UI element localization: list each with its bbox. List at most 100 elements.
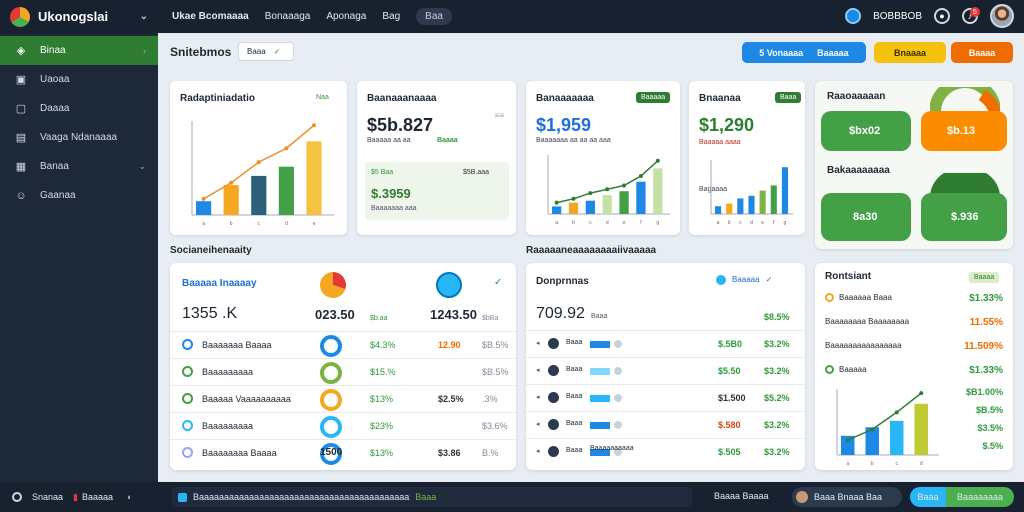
status-right: Baaaa Baaaa — [714, 491, 769, 501]
summary-card: Baaaaa Inaaaay 1355 .K ✓ 023.50 $b.aa 12… — [170, 263, 516, 470]
right-row[interactable]: Baaaaaaaa Baaaaaaaa 11.55% — [815, 313, 1013, 337]
sidebar-item-2[interactable]: ▣ Uaoaa — [0, 65, 158, 94]
tile-value: $bx02 — [849, 125, 881, 137]
row-avatar-icon — [548, 365, 559, 376]
summary-row[interactable]: Baaaaaaaaa $23% $3.6% — [170, 412, 516, 439]
table-chip[interactable]: Baaaaa ✓ — [716, 275, 772, 285]
nav-item-3[interactable]: Aponaga — [326, 11, 367, 22]
primary-button[interactable]: 5 Vonaaaa Baaaaa — [742, 42, 866, 63]
row-label: Baaaaa — [839, 365, 867, 374]
tertiary-button[interactable]: Baaaa — [951, 42, 1013, 63]
section-label-middle: Raaaaaneaaaaaaaaiivaaaaa — [526, 245, 657, 256]
summary-row[interactable]: Baaaaaaa Baaaa $4.3% 12.90 $B.5% — [170, 331, 516, 358]
bar — [653, 168, 663, 214]
table-pct: $8.5% — [764, 312, 790, 322]
nav-pill[interactable]: Baa — [416, 8, 452, 25]
title-chip[interactable]: Baaa ✓ — [238, 42, 294, 61]
sidebar-item-5[interactable]: ▦ Banaa ⌄ — [0, 152, 158, 181]
section-label-left: Socianeihenaaity — [170, 245, 252, 256]
right-row[interactable]: Baaaaaaaaaaaaaaaa 11.509% — [815, 337, 1013, 361]
row-bar — [590, 449, 610, 456]
avatar[interactable] — [990, 4, 1014, 28]
sidebar-item-label: Binaa — [40, 45, 66, 56]
moon-icon[interactable]: ◐ — [127, 492, 133, 502]
menu-icon[interactable]: ≡≡ — [494, 111, 504, 120]
table-unit: Baaa — [591, 313, 608, 320]
brand[interactable]: Ukonogslai ⌄ — [0, 6, 158, 27]
sidebar-item-1[interactable]: ◈ Binaa › — [0, 36, 158, 65]
row-col-1: $.505 — [718, 447, 741, 457]
bar — [585, 200, 595, 214]
nav-item-4[interactable]: Bag — [382, 11, 401, 22]
bottom-button-2[interactable]: Baaaaaaaa — [946, 487, 1014, 507]
user-chip[interactable]: Baaa Bnaaa Baa — [792, 487, 902, 507]
row-dot-icon — [614, 448, 622, 456]
nav-item-1[interactable]: Ukae Bcomaaaa — [172, 11, 249, 22]
bottom-button-1[interactable]: Baaa — [910, 487, 946, 507]
panel-tag: $5 Baa — [371, 169, 394, 176]
tick-label: c — [589, 220, 592, 226]
bar — [726, 203, 733, 214]
page-title: Snitebmos — [170, 45, 232, 59]
bar — [770, 185, 777, 214]
sidebar-item-label: Gaanaa — [40, 190, 76, 201]
tick-label: a — [717, 220, 720, 226]
row-dot-icon — [614, 421, 622, 429]
sidebar-item-3[interactable]: ▢ Daaaa — [0, 94, 158, 123]
row-icon — [825, 365, 834, 374]
summary-row[interactable]: Baaaaaaaaa $15.% $B.5% — [170, 358, 516, 385]
row-col-2: $3.2% — [764, 420, 790, 430]
right-row[interactable]: Baaaaaa Baaa $1.33% — [815, 289, 1013, 313]
arrow-icon: ◂ — [536, 421, 540, 428]
tile-3[interactable]: 8a30 — [821, 193, 911, 241]
row-label: Baaaaaaaa Baaaa — [202, 448, 277, 458]
top-bar: Ukonogslai ⌄ Ukae Bcomaaaa Bonaaaga Apon… — [0, 0, 1024, 33]
nav-item-2[interactable]: Bonaaaga — [264, 11, 311, 22]
chevron-down-icon[interactable]: ⌄ — [139, 11, 148, 22]
toggle-icon[interactable] — [12, 492, 22, 502]
table-row[interactable]: ◂ Baaa $.5B0 $3.2% — [526, 330, 805, 357]
row-col-1: $4.3% — [370, 340, 396, 350]
series-point — [256, 160, 261, 165]
row-dot-icon — [614, 367, 622, 375]
tile-4[interactable]: $.936 — [921, 193, 1007, 241]
sidebar-item-4[interactable]: ▤ Vaaga Ndanaaaa — [0, 123, 158, 152]
sidebar-item-6[interactable]: ☺ Gaanaa — [0, 181, 158, 210]
row-icon — [825, 293, 834, 302]
tick-label: a — [202, 221, 205, 227]
document-icon: ▣ — [15, 74, 27, 86]
series-point — [638, 174, 643, 178]
account-label[interactable]: BOBBBOB — [873, 10, 922, 22]
settings-icon[interactable]: ● — [934, 8, 950, 24]
tick-label: d — [285, 221, 288, 227]
bell-icon[interactable]: ♪ 5 — [962, 7, 980, 24]
table-row[interactable]: ◂ Baaa $.505 $3.2% Baaaaaaaaaa — [526, 438, 805, 465]
table-row[interactable]: ◂ Baaa $.580 $3.2% — [526, 411, 805, 438]
summary-rows: Baaaaaaa Baaaa $4.3% 12.90 $B.5% Baaaaaaaaa $… — [170, 331, 516, 466]
right-row[interactable]: Baaaaa $1.33% — [815, 361, 1013, 385]
row-col-3: $B.5% — [482, 367, 509, 377]
series-point — [311, 123, 316, 128]
avatar-small — [796, 491, 808, 503]
card-value: $5b.827 — [367, 115, 434, 135]
summary-row[interactable]: Baaaaaaaa Baaaa $13% $3.86 B.% — [170, 439, 516, 466]
row-label: Baaa — [566, 447, 583, 454]
chart-card-1: Radaptiniadatio Naa a b c d e — [170, 81, 347, 235]
bar — [781, 167, 788, 214]
bar — [841, 435, 855, 455]
bottom-bar: Snanaa ▮ Baaaaa ◐ Baaaaaaaaaaaaaaaaaaaaa… — [0, 482, 1024, 512]
series-point — [655, 158, 660, 163]
secondary-button[interactable]: Bnaaaa — [874, 42, 946, 63]
tile-2[interactable]: $b.13 — [921, 111, 1007, 151]
row-col-3: .3% — [482, 394, 498, 404]
summary-row[interactable]: Baaaaa Vaaaaaaaaaa $13% $2.5% .3% — [170, 385, 516, 412]
table-row[interactable]: ◂ Baaa $5.50 $3.2% — [526, 357, 805, 384]
tile-1[interactable]: $bx02 — [821, 111, 911, 151]
table-row[interactable]: ◂ Baaa $1.500 $5.2% — [526, 384, 805, 411]
series-point — [554, 200, 559, 205]
status-icon[interactable] — [845, 8, 862, 24]
row-value: 11.55% — [969, 317, 1003, 328]
message-bar: Baaaaaaaaaaaaaaaaaaaaaaaaaaaaaaaaaaaaaaa… — [172, 487, 692, 507]
summary-val-2b: $b.aa — [370, 315, 388, 322]
card-title: Bnaanaa — [699, 93, 741, 104]
